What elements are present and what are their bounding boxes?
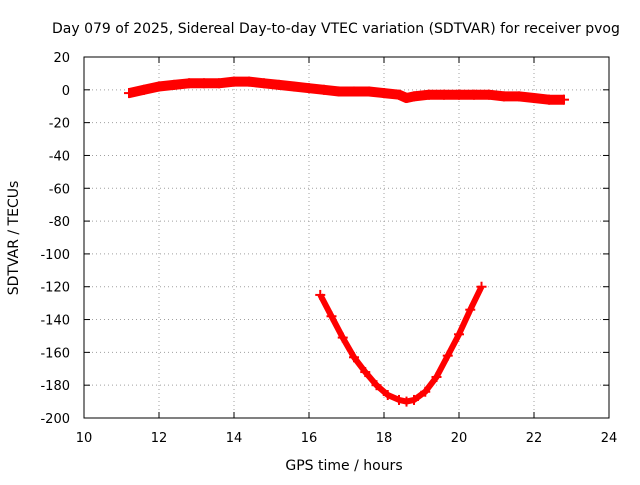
x-tick-label: 20 [451,431,468,446]
x-tick-label: 14 [226,431,243,446]
data-point [394,89,404,100]
data-point [326,311,337,322]
data-point [499,91,509,102]
y-tick-label: -180 [40,379,70,394]
data-point [154,81,164,92]
tick-labels: 10 12 14 16 18 20 22 24 20 0 -20 -40 -60 -80 -100 -120 -… [40,51,617,446]
data-point [244,76,254,87]
data-point [304,83,314,94]
data-point [465,304,476,315]
y-axis-label: SDTVAR / TECUs [6,181,22,296]
data-point [169,79,179,90]
data-point [476,281,487,292]
data-point [349,86,359,97]
x-tick-label: 12 [151,431,168,446]
x-tick-label: 18 [376,431,393,446]
data-point [229,76,239,87]
data-point [319,84,329,95]
data-point [289,81,299,92]
y-tick-label: 20 [53,51,70,66]
data-point [274,79,284,90]
y-tick-label: -80 [49,215,70,230]
data-point [514,91,524,102]
y-tick-label: -120 [40,281,70,296]
data-point [409,394,419,405]
data-point [454,89,464,100]
grid [84,57,609,418]
data-point [337,332,348,343]
data-point [184,78,194,89]
y-tick-label: -20 [49,117,70,132]
data-point [529,93,539,104]
data-point [454,329,464,340]
x-tick-label: 22 [526,431,543,446]
y-tick-label: -60 [49,182,70,197]
series-layer [124,76,569,407]
plot-frame [83,56,610,419]
data-point [439,89,449,100]
data-point [371,380,382,391]
data-point [420,386,431,397]
y-tick-label: -40 [49,149,70,164]
data-point [469,89,479,100]
data-point [199,78,209,89]
data-point [360,367,371,378]
y-tick-label: -200 [40,412,70,427]
data-point [124,88,134,99]
data-point [334,86,344,97]
data-point [382,390,393,401]
x-axis-label: GPS time / hours [285,458,402,474]
y-tick-label: -160 [40,346,70,361]
data-point [315,289,326,300]
data-point [424,89,434,100]
data-point [559,94,569,105]
data-point [379,88,389,99]
data-point [214,78,224,89]
data-point [431,371,442,382]
data-point [401,396,412,407]
x-tick-label: 16 [301,431,318,446]
x-tick-label: 24 [601,431,618,446]
data-point [364,86,374,97]
data-point [401,93,412,104]
y-tick-label: -100 [40,248,70,263]
x-tick-label: 10 [76,431,93,446]
data-point [349,352,359,363]
data-point [259,78,269,89]
y-tick-label: -140 [40,314,70,329]
data-point [484,89,494,100]
data-point [409,91,419,102]
data-point [394,394,404,405]
data-point [544,94,554,105]
chart-title: Day 079 of 2025, Sidereal Day-to-day VTE… [52,21,620,37]
data-point [442,350,453,361]
y-tick-label: 0 [62,84,70,99]
data-point [139,84,149,95]
